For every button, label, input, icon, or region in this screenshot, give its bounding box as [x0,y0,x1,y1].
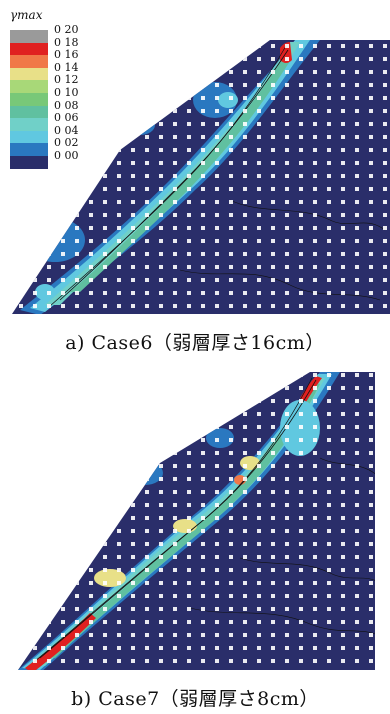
legend-label: 0 06 [54,111,79,125]
legend-title: γmax [10,8,43,22]
caption-case7: b) Case7（弱層厚さ8cm） [71,688,319,710]
legend-swatch [10,67,48,81]
legend-swatch [10,118,48,131]
legend-swatch [10,92,48,106]
legend-row: 0 00 [8,149,104,169]
panel-case7 [0,368,390,678]
legend-row: 0 02 [8,136,104,156]
legend-swatch [10,143,48,156]
legend-swatch [10,130,48,144]
legend-label: 0 02 [54,136,79,150]
legend-row: 0 10 [8,86,104,106]
legend-label: 0 14 [54,60,79,74]
legend-row: 0 20 [8,23,104,43]
legend-label: 0 20 [54,23,79,36]
legend-label: 0 12 [54,73,79,87]
legend-swatch [10,42,48,56]
legend: γmax 0 20 0 18 0 16 0 14 0 12 0 10 0 08 0 06 0 0… [8,8,104,169]
legend-swatch [10,30,48,43]
contour-plot-case7 [18,372,375,670]
panel-case6: γmax 0 20 0 18 0 16 0 14 0 12 0 10 0 08 0 06 0 0… [0,0,390,354]
legend-swatch [10,80,48,93]
legend-row: 0 06 [8,111,104,131]
legend-label: 0 10 [54,85,79,99]
legend-label: 0 16 [54,48,79,62]
legend-swatch [10,155,48,169]
legend-swatch [10,105,48,119]
legend-row: 0 14 [8,61,104,81]
legend-label: 0 00 [54,148,79,162]
legend-swatch [10,55,48,68]
legend-label: 0 08 [54,98,79,112]
contour-plot-case6 [12,40,390,314]
legend-row: 0 18 [8,36,104,56]
legend-row: 0 12 [8,73,104,93]
legend-row: 0 16 [8,48,104,68]
legend-row: 0 04 [8,124,104,144]
legend-rows: 0 20 0 18 0 16 0 14 0 12 0 10 0 08 0 06 0 04 0 02… [8,23,104,169]
legend-row: 0 08 [8,99,104,119]
legend-label: 0 18 [54,35,79,49]
caption-case6: a) Case6（弱層厚さ16cm） [65,332,325,354]
legend-label: 0 04 [54,123,79,137]
